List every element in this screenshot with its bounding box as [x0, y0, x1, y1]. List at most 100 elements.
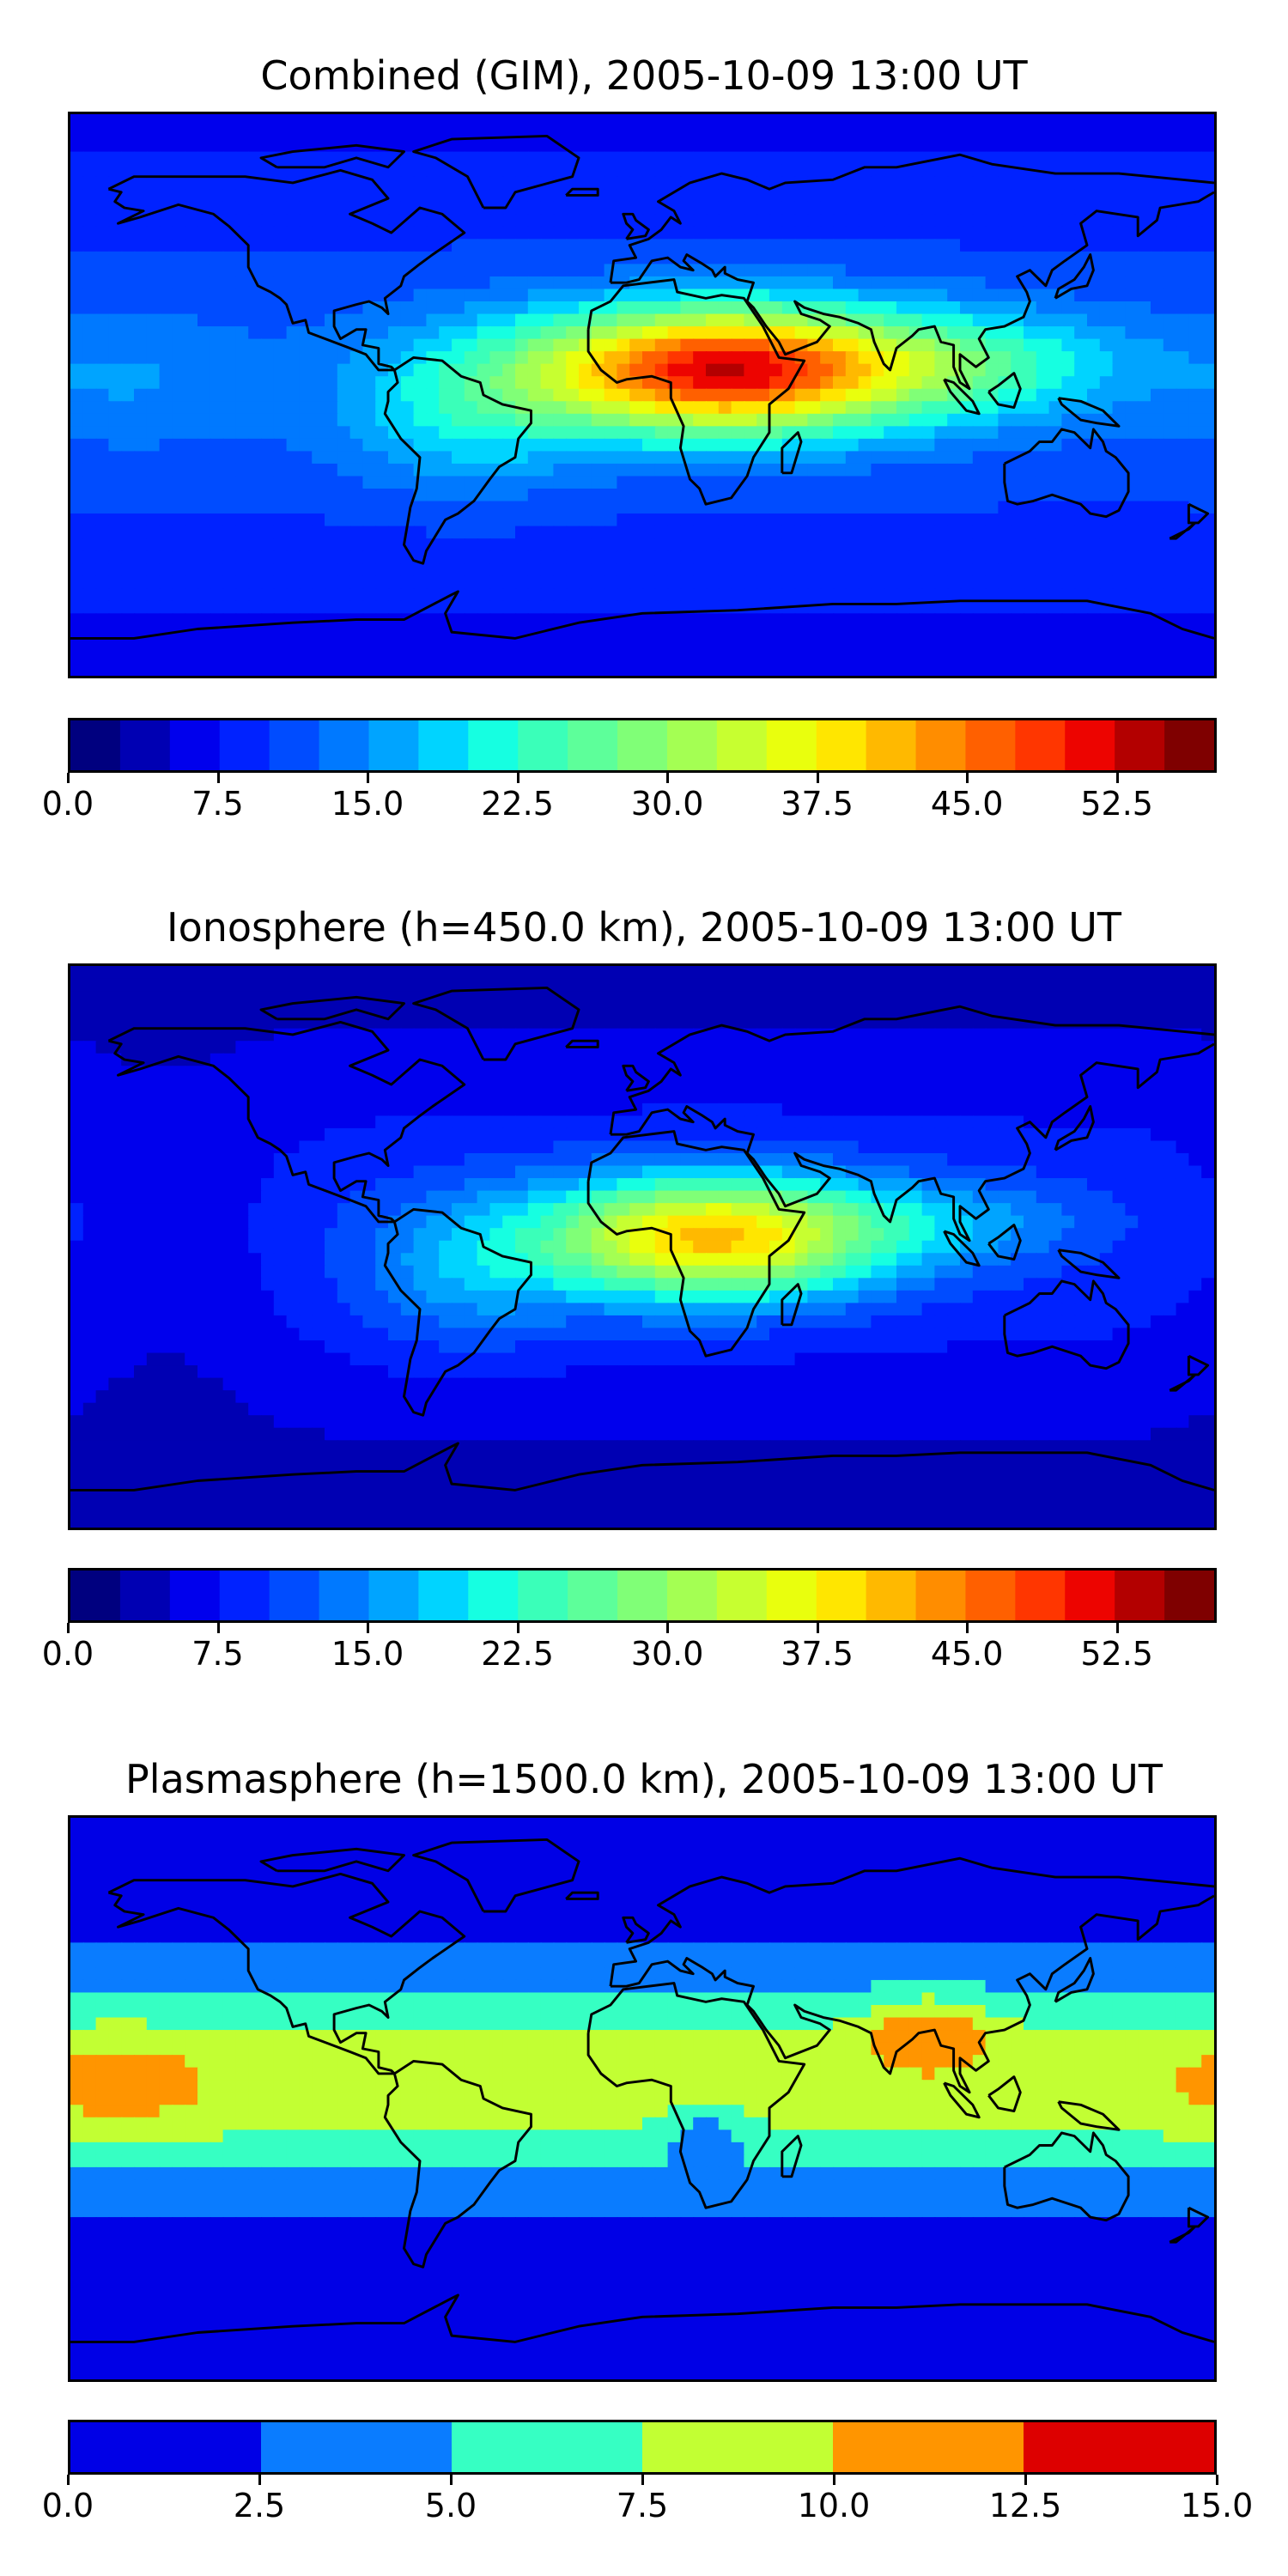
field-cell — [325, 363, 338, 378]
field-cell — [871, 139, 885, 153]
field-cell — [1163, 1003, 1177, 1018]
field-cell — [1087, 164, 1101, 178]
field-cell — [579, 426, 592, 440]
field-cell — [744, 139, 758, 153]
field-cell — [718, 426, 732, 440]
field-cell — [1138, 388, 1152, 403]
field-cell — [934, 613, 949, 627]
field-cell — [452, 663, 465, 676]
field-cell — [591, 388, 605, 403]
field-cell — [706, 338, 720, 353]
field-cell — [197, 476, 211, 490]
field-cell — [197, 338, 211, 353]
field-cell — [375, 1003, 390, 1018]
field-cell — [1188, 538, 1203, 552]
field-cell — [515, 139, 529, 153]
field-cell — [985, 966, 999, 980]
field-cell — [70, 376, 84, 390]
field-cell — [210, 1041, 224, 1054]
field-cell — [706, 438, 720, 453]
field-cell — [972, 438, 987, 453]
field-cell — [1112, 1003, 1127, 1018]
field-cell — [642, 638, 656, 653]
field-cell — [654, 126, 669, 141]
field-cell — [477, 650, 491, 665]
field-cell — [744, 538, 758, 552]
field-cell — [972, 214, 987, 228]
field-cell — [515, 351, 529, 365]
field-cell — [629, 1041, 644, 1054]
field-cell — [667, 463, 682, 477]
field-cell — [515, 638, 529, 653]
field-cell — [947, 1053, 962, 1067]
field-cell — [70, 1066, 84, 1079]
field-cell — [1048, 638, 1063, 653]
field-cell — [1011, 476, 1025, 490]
field-cell — [286, 151, 301, 166]
field-cell — [388, 1041, 402, 1054]
field-cell — [1201, 538, 1214, 552]
field-cell — [896, 1028, 910, 1042]
field-cell — [947, 114, 962, 128]
field-cell — [896, 563, 910, 577]
field-cell — [896, 289, 910, 303]
field-cell — [731, 114, 745, 128]
field-cell — [1201, 264, 1214, 278]
field-cell — [286, 413, 301, 428]
field-cell — [527, 538, 542, 552]
field-cell — [1176, 376, 1190, 390]
field-cell — [769, 189, 783, 203]
field-cell — [921, 1078, 936, 1092]
field-cell — [1176, 326, 1190, 340]
field-cell — [489, 338, 504, 353]
field-cell — [617, 526, 631, 540]
field-cell — [921, 625, 936, 640]
field-cell — [159, 264, 173, 278]
field-cell — [579, 276, 592, 290]
field-cell — [388, 538, 402, 552]
field-cell — [833, 1053, 847, 1067]
field-cell — [515, 476, 529, 490]
field-cell — [744, 376, 758, 390]
field-cell — [210, 276, 224, 290]
field-cell — [172, 613, 186, 627]
field-cell — [1201, 388, 1214, 403]
field-cell — [337, 426, 351, 440]
field-cell — [871, 251, 885, 265]
field-cell — [998, 613, 1012, 627]
field-cell — [858, 338, 872, 353]
field-cell — [325, 550, 338, 565]
field-cell — [896, 264, 910, 278]
field-cell — [591, 991, 605, 1005]
field-cell — [807, 600, 822, 615]
field-cell — [667, 413, 682, 428]
field-cell — [706, 1041, 720, 1054]
field-cell — [1024, 476, 1037, 490]
field-cell — [845, 301, 860, 315]
field-cell — [718, 139, 732, 153]
field-cell — [629, 463, 644, 477]
field-cell — [591, 1078, 605, 1092]
field-cell — [159, 489, 173, 502]
field-cell — [718, 966, 732, 980]
field-cell — [477, 526, 491, 540]
field-cell — [273, 1041, 288, 1054]
field-cell — [1163, 1066, 1177, 1079]
field-cell — [998, 264, 1012, 278]
field-cell — [998, 151, 1012, 166]
field-cell — [820, 638, 835, 653]
field-cell — [680, 978, 695, 993]
field-cell — [502, 489, 517, 502]
field-cell — [667, 426, 682, 440]
field-cell — [972, 538, 987, 552]
field-cell — [680, 376, 695, 390]
field-cell — [604, 126, 618, 141]
field-cell — [502, 363, 517, 378]
field-cell — [731, 164, 745, 178]
field-cell — [985, 489, 999, 502]
field-cell — [413, 563, 428, 577]
field-cell — [934, 176, 949, 191]
field-cell — [972, 489, 987, 502]
field-cell — [540, 388, 555, 403]
field-cell — [858, 1066, 872, 1079]
